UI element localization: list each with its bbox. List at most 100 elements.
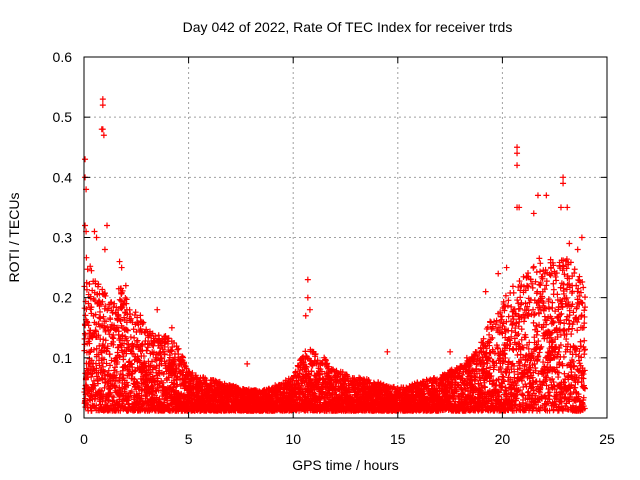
data-point (156, 395, 163, 402)
data-point (187, 380, 194, 387)
data-point (134, 314, 141, 321)
data-point (111, 367, 118, 374)
data-point (128, 388, 135, 395)
data-point (92, 328, 99, 335)
data-point (136, 384, 143, 391)
data-point (156, 382, 163, 389)
data-point (169, 343, 176, 350)
data-point (147, 362, 154, 369)
data-point (100, 313, 107, 320)
data-point (113, 368, 120, 375)
data-point (165, 340, 172, 347)
data-point (101, 344, 108, 351)
data-point (81, 335, 88, 342)
data-point (102, 337, 109, 344)
data-point (128, 315, 135, 322)
data-point (122, 383, 129, 390)
data-point (119, 367, 126, 374)
data-point (126, 393, 133, 400)
data-point (175, 345, 182, 352)
data-point (168, 348, 175, 355)
data-point (107, 362, 114, 369)
data-point (114, 324, 121, 331)
data-point (99, 298, 106, 305)
data-point (118, 305, 125, 312)
data-point (103, 318, 110, 325)
data-point (172, 366, 179, 373)
data-point (82, 397, 89, 404)
data-point (158, 355, 165, 362)
data-point (102, 328, 109, 335)
data-point (180, 354, 187, 361)
data-point (85, 300, 92, 307)
data-point (116, 353, 123, 360)
data-point (95, 281, 102, 288)
data-point (148, 358, 155, 365)
data-point (82, 331, 89, 338)
data-point (104, 343, 111, 350)
data-point (127, 311, 134, 318)
data-point (97, 315, 104, 322)
data-points (81, 96, 588, 414)
data-point (140, 319, 147, 326)
data-point (153, 394, 160, 401)
data-point (123, 296, 130, 303)
data-point (95, 297, 102, 304)
data-point (118, 297, 125, 304)
data-point (156, 335, 163, 342)
data-point (92, 280, 99, 287)
data-point (161, 350, 168, 357)
data-point (106, 331, 113, 338)
data-point (153, 356, 160, 363)
data-point (99, 376, 106, 383)
data-point (87, 263, 94, 270)
data-point (83, 383, 90, 390)
data-point (106, 351, 113, 358)
data-point (95, 332, 102, 339)
data-point (133, 378, 140, 385)
data-point (107, 389, 114, 396)
data-point (174, 381, 181, 388)
data-point (117, 407, 124, 414)
data-point (86, 280, 93, 287)
data-point (107, 316, 114, 323)
data-point (110, 341, 117, 348)
data-point (125, 382, 132, 389)
chart-title: Day 042 of 2022, Rate Of TEC Index for r… (183, 19, 513, 35)
data-point (110, 394, 117, 401)
data-point (84, 319, 91, 326)
data-point (102, 292, 109, 299)
data-point (120, 353, 127, 360)
data-point (124, 337, 131, 344)
data-point (123, 350, 130, 357)
data-point (137, 325, 144, 332)
data-point (121, 340, 128, 347)
data-point (88, 267, 95, 274)
data-point (135, 321, 142, 328)
data-point (111, 300, 118, 307)
data-point (140, 353, 147, 360)
data-point (114, 358, 121, 365)
data-point (115, 312, 122, 319)
data-point (101, 356, 107, 363)
data-point (94, 380, 101, 387)
data-point (131, 368, 138, 375)
data-point (123, 319, 130, 326)
data-point (116, 296, 123, 303)
data-point (110, 303, 117, 310)
data-point (132, 309, 139, 316)
data-point (117, 318, 124, 325)
data-point (83, 286, 90, 293)
data-point (174, 346, 181, 353)
data-point (119, 287, 126, 294)
data-point (84, 401, 91, 408)
data-point (104, 379, 111, 386)
data-point (105, 367, 112, 374)
data-point (141, 360, 148, 367)
data-point (102, 303, 109, 310)
data-point (131, 334, 138, 341)
data-point (159, 379, 166, 386)
data-point (175, 351, 182, 358)
data-point (110, 335, 117, 342)
data-point (144, 344, 151, 351)
